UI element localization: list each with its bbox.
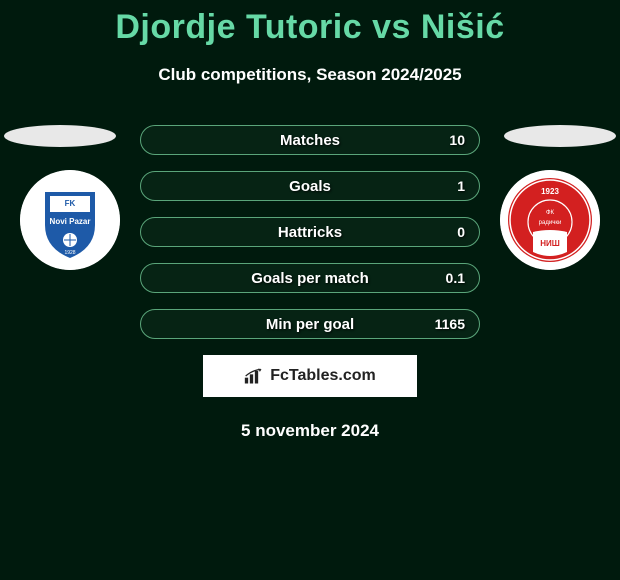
stat-value: 0	[457, 224, 465, 240]
radnicki-nis-crest-icon: 1923 ФК радички НИШ	[500, 170, 600, 270]
svg-text:1928: 1928	[64, 250, 75, 256]
stat-value: 10	[449, 132, 465, 148]
svg-text:FK: FK	[65, 199, 76, 208]
svg-text:ФК: ФК	[546, 210, 555, 216]
stat-value: 1165	[435, 316, 465, 332]
stat-rows: Matches 10 Goals 1 Hattricks 0 Goals per…	[140, 125, 480, 339]
stat-row-hattricks: Hattricks 0	[140, 217, 480, 247]
stat-label: Matches	[280, 132, 340, 149]
stat-label: Min per goal	[266, 316, 354, 333]
svg-text:НИШ: НИШ	[540, 239, 560, 248]
stat-row-min-per-goal: Min per goal 1165	[140, 309, 480, 339]
subtitle: Club competitions, Season 2024/2025	[0, 65, 620, 85]
club-crest-left: FK Novi Pazar 1928	[20, 170, 120, 270]
stat-row-matches: Matches 10	[140, 125, 480, 155]
stat-label: Hattricks	[278, 224, 342, 241]
stat-label: Goals	[289, 178, 331, 195]
stat-row-goals-per-match: Goals per match 0.1	[140, 263, 480, 293]
page-title: Djordje Tutoric vs Nišić	[0, 0, 620, 47]
stat-label: Goals per match	[251, 270, 369, 287]
svg-text:Novi Pazar: Novi Pazar	[50, 217, 91, 226]
novi-pazar-crest-icon: FK Novi Pazar 1928	[20, 170, 120, 270]
stat-row-goals: Goals 1	[140, 171, 480, 201]
comparison-area: FK Novi Pazar 1928 1923 ФК радички НИШ M…	[0, 125, 620, 441]
date-text: 5 november 2024	[0, 421, 620, 441]
player-slot-right	[504, 125, 616, 147]
logo-text: FcTables.com	[270, 367, 376, 385]
svg-text:радички: радички	[539, 220, 562, 226]
stat-value: 0.1	[446, 270, 465, 286]
club-crest-right: 1923 ФК радички НИШ	[500, 170, 600, 270]
player-slot-left	[4, 125, 116, 147]
bar-chart-icon	[244, 367, 264, 385]
svg-text:1923: 1923	[541, 187, 559, 196]
stat-value: 1	[457, 178, 465, 194]
fctables-logo[interactable]: FcTables.com	[203, 355, 417, 397]
